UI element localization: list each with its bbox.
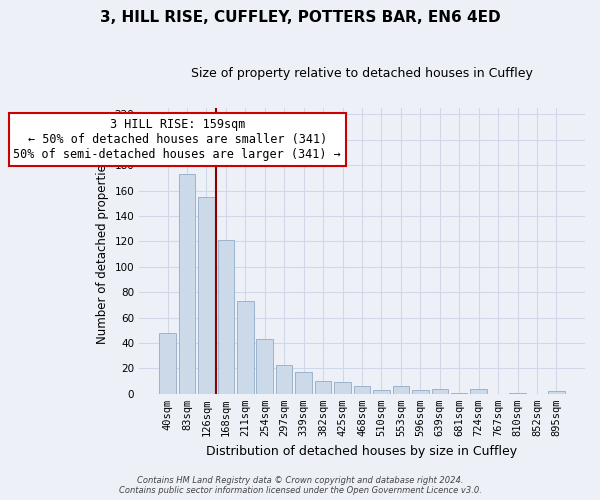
Bar bbox=[295, 372, 312, 394]
Bar bbox=[315, 381, 331, 394]
Bar bbox=[256, 339, 273, 394]
Bar bbox=[276, 364, 292, 394]
Bar bbox=[431, 388, 448, 394]
Y-axis label: Number of detached properties: Number of detached properties bbox=[96, 158, 109, 344]
Bar bbox=[509, 392, 526, 394]
Title: Size of property relative to detached houses in Cuffley: Size of property relative to detached ho… bbox=[191, 68, 533, 80]
Bar bbox=[218, 240, 234, 394]
Bar bbox=[198, 197, 215, 394]
Bar bbox=[373, 390, 390, 394]
Bar bbox=[470, 388, 487, 394]
Bar bbox=[548, 392, 565, 394]
Bar bbox=[159, 333, 176, 394]
Bar bbox=[354, 386, 370, 394]
Bar bbox=[334, 382, 351, 394]
Bar bbox=[451, 392, 467, 394]
Text: Contains HM Land Registry data © Crown copyright and database right 2024.
Contai: Contains HM Land Registry data © Crown c… bbox=[119, 476, 481, 495]
Bar bbox=[392, 386, 409, 394]
Text: 3 HILL RISE: 159sqm
← 50% of detached houses are smaller (341)
50% of semi-detac: 3 HILL RISE: 159sqm ← 50% of detached ho… bbox=[13, 118, 341, 161]
Bar bbox=[412, 390, 428, 394]
Text: 3, HILL RISE, CUFFLEY, POTTERS BAR, EN6 4ED: 3, HILL RISE, CUFFLEY, POTTERS BAR, EN6 … bbox=[100, 10, 500, 25]
Bar bbox=[237, 301, 254, 394]
X-axis label: Distribution of detached houses by size in Cuffley: Distribution of detached houses by size … bbox=[206, 444, 518, 458]
Bar bbox=[179, 174, 195, 394]
